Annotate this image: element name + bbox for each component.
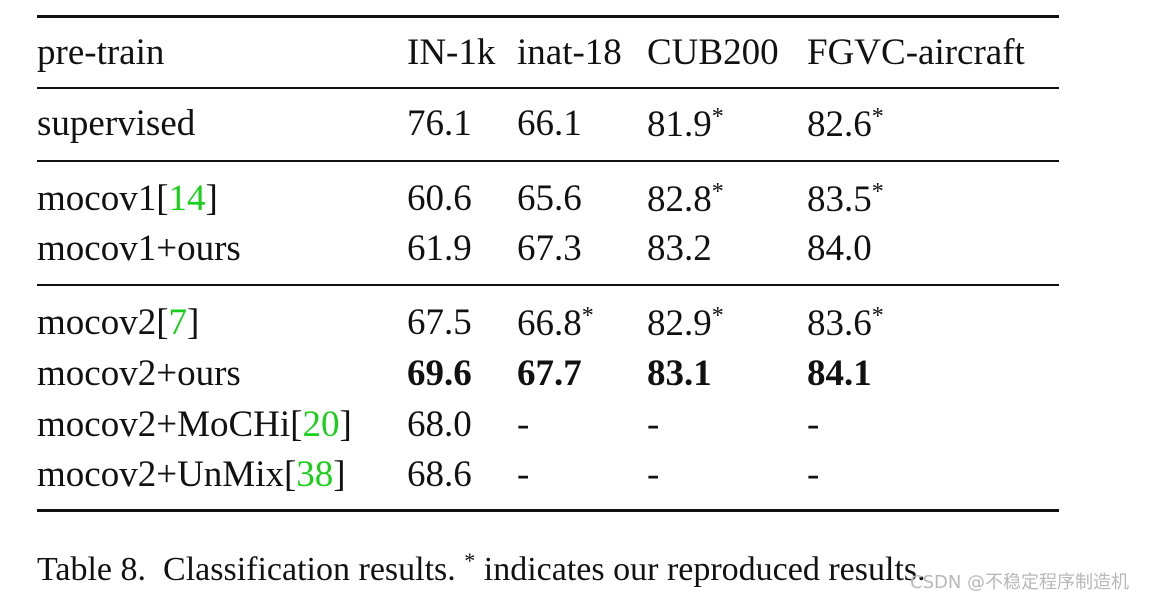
row-name: supervised (37, 105, 195, 142)
group-rule-2 (37, 284, 1059, 286)
table-cell: 61.9 (407, 228, 472, 269)
table-cell: 65.6 (517, 178, 582, 219)
table-cell: 84.0 (807, 228, 872, 269)
header-in1k: IN-1k (407, 32, 496, 73)
reproduced-marker: * (581, 303, 594, 329)
row-name: mocov2+UnMix[38] (37, 456, 346, 493)
top-rule (37, 15, 1059, 18)
table-cell: 82.8* (647, 179, 724, 220)
caption-text-before: Classification results. (163, 551, 456, 588)
citation-link[interactable]: [14] (156, 178, 218, 219)
row-name: mocov1[14] (37, 180, 218, 217)
row-name: mocov2+MoCHi[20] (37, 406, 352, 443)
citation-link[interactable]: [38] (283, 454, 346, 495)
caption-symbol: * (464, 548, 476, 573)
reproduced-marker: * (871, 303, 884, 329)
method-name: mocov1 (37, 178, 157, 219)
table-cell: 67.7 (517, 353, 582, 394)
reproduced-marker: * (711, 303, 724, 329)
method-name: mocov2 (37, 302, 157, 343)
bottom-rule (37, 509, 1059, 512)
table-cell: - (647, 454, 660, 495)
method-name: mocov2+MoCHi (37, 404, 291, 445)
caption-label: Table 8. (37, 551, 147, 588)
table-cell: 83.6* (807, 303, 884, 344)
header-pretrain: pre-train (37, 32, 165, 73)
reproduced-marker: * (871, 179, 884, 205)
method-name: mocov1+ours (37, 228, 241, 269)
reproduced-marker: * (711, 179, 724, 205)
table-cell: - (807, 454, 820, 495)
caption-text-after: indicates our reproduced results. (483, 551, 926, 588)
reproduced-marker: * (871, 104, 884, 130)
reproduced-marker: * (711, 104, 724, 130)
table-cell: 76.1 (407, 103, 472, 144)
table-cell: 60.6 (407, 178, 472, 219)
table-cell: 68.0 (407, 404, 472, 445)
table-cell: 83.1 (647, 353, 712, 394)
method-name: supervised (37, 103, 196, 144)
row-name: mocov1+ours (37, 230, 241, 267)
table-cell: 68.6 (407, 454, 472, 495)
header-cub200: CUB200 (647, 32, 779, 73)
table-cell: 67.3 (517, 228, 582, 269)
table-cell: - (517, 454, 530, 495)
header-rule (37, 87, 1059, 89)
table-cell: 83.5* (807, 179, 884, 220)
row-name: mocov2+ours (37, 355, 241, 392)
table-cell: 82.6* (807, 104, 884, 145)
watermark: CSDN @不稳定程序制造机 (910, 572, 1130, 593)
method-name: mocov2+ours (37, 353, 241, 394)
group-rule-1 (37, 160, 1059, 162)
header-inat18: inat-18 (517, 32, 622, 73)
table-cell: - (517, 404, 530, 445)
table-cell: 67.5 (407, 302, 472, 343)
table-caption: Table 8. Classification results. * indic… (37, 548, 926, 589)
table-cell: 81.9* (647, 104, 724, 145)
citation-link[interactable]: [7] (156, 302, 200, 343)
table-cell: - (807, 404, 820, 445)
table-cell: 69.6 (407, 353, 472, 394)
header-fgvc: FGVC-aircraft (807, 32, 1025, 73)
table-cell: - (647, 404, 660, 445)
table-cell: 66.1 (517, 103, 582, 144)
method-name: mocov2+UnMix (37, 454, 284, 495)
table-cell: 82.9* (647, 303, 724, 344)
row-name: mocov2[7] (37, 304, 199, 341)
table-cell: 84.1 (807, 353, 872, 394)
citation-link[interactable]: [20] (290, 404, 352, 445)
table-cell: 66.8* (517, 303, 594, 344)
table-cell: 83.2 (647, 228, 712, 269)
